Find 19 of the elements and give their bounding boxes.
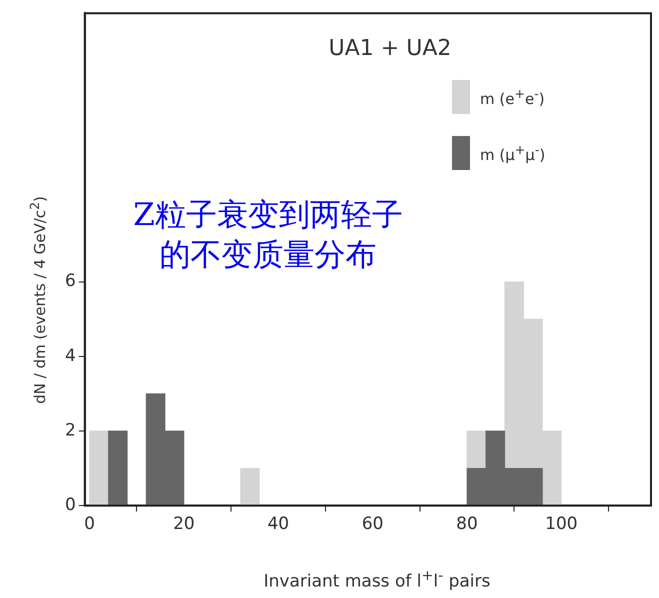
x-tick-label: 80: [456, 514, 478, 534]
x-axis-title: Invariant mass of l$^{+}$l$^{-}$ pairs: [262, 568, 492, 592]
x-tick-label: 40: [267, 514, 290, 534]
y-tick-label: 0: [64, 495, 76, 516]
bar: [466, 430, 486, 469]
x-tick-label: 100: [545, 514, 578, 534]
text: UA1 + UA2: [328, 36, 452, 61]
annotation: Z粒子衰变到两轻子的不变质量分布: [132, 196, 404, 275]
legend-label: m (μ$^{+}$μ$^{-}$): [480, 142, 546, 164]
y-tick-label: 6: [64, 271, 76, 292]
x-tick-label: 0: [84, 514, 95, 534]
legend-label: m (e$^{+}$e$^{-}$): [480, 86, 545, 108]
x-tick-label: 60: [362, 514, 384, 534]
y-tick-label: 2: [64, 420, 76, 440]
bar: [89, 430, 109, 506]
bar: [108, 430, 128, 506]
bar: [240, 468, 260, 506]
y-tick-label: 4: [64, 346, 76, 366]
x-tick-label: 20: [173, 514, 195, 534]
